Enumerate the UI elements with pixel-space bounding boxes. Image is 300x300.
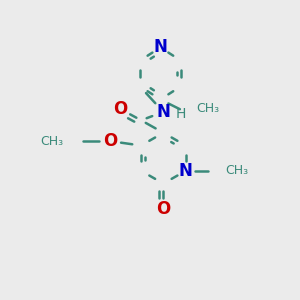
Text: N: N	[179, 162, 193, 180]
Text: CH₃: CH₃	[225, 164, 248, 177]
Text: N: N	[156, 103, 170, 121]
Text: CH₃: CH₃	[197, 103, 220, 116]
Text: N: N	[154, 38, 167, 56]
Text: CH₃: CH₃	[41, 135, 64, 148]
Text: O: O	[113, 100, 127, 118]
Text: O: O	[103, 132, 117, 150]
Text: H: H	[176, 107, 186, 121]
Text: O: O	[156, 200, 170, 218]
